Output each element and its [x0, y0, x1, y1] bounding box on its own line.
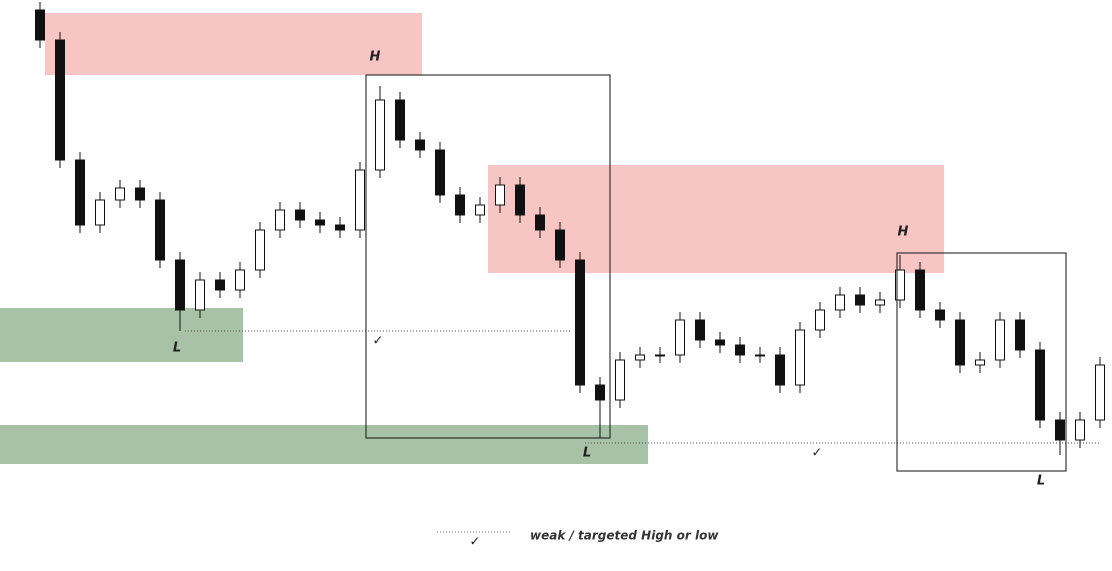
candle-body	[515, 184, 525, 216]
candle-body	[935, 309, 945, 321]
candle-body	[155, 199, 165, 261]
candle-body	[175, 259, 185, 311]
candle-body	[835, 294, 845, 311]
range-box	[365, 74, 611, 439]
candle-body	[815, 309, 825, 331]
candle-body	[435, 149, 445, 196]
candle-body	[635, 354, 645, 361]
annotation: L	[173, 341, 181, 356]
candle-body	[955, 319, 965, 366]
candle-body	[395, 99, 405, 141]
candle-body	[715, 339, 725, 346]
annotation: H	[370, 50, 381, 65]
candle-body	[735, 344, 745, 356]
candle-body	[135, 187, 145, 201]
annotations: H L L H L ✓ ✓	[173, 50, 1100, 489]
candle-body	[975, 359, 985, 366]
candle-body	[915, 269, 925, 311]
zone	[0, 308, 243, 362]
zones	[0, 13, 944, 464]
annotation: ✓	[812, 446, 823, 461]
candle-body	[75, 159, 85, 226]
candle-body	[655, 354, 665, 357]
candle-body	[295, 209, 305, 221]
legend-text: weak / targeted High or low	[530, 529, 719, 543]
range-box	[896, 252, 1067, 472]
candle-body	[575, 259, 585, 386]
candle-body	[755, 354, 765, 357]
candle-body	[275, 209, 285, 231]
candle-body	[595, 384, 605, 401]
candle-body	[995, 319, 1005, 361]
candle-body	[1075, 419, 1085, 441]
candle-body	[895, 269, 905, 301]
candle-body	[495, 184, 505, 206]
candle-body	[315, 219, 325, 226]
candle-body	[35, 9, 45, 41]
candle-body	[555, 229, 565, 261]
candle-body	[475, 204, 485, 216]
candle-body	[335, 224, 345, 231]
annotation: L	[1037, 474, 1045, 489]
candle-body	[375, 99, 385, 171]
candle-body	[115, 187, 125, 201]
candles	[35, 2, 1105, 455]
zone	[0, 425, 648, 464]
candle-body	[1095, 364, 1105, 421]
candle-body	[875, 299, 885, 306]
candle-body	[615, 359, 625, 401]
candle-body	[195, 279, 205, 311]
candle-body	[355, 169, 365, 231]
candle-body	[1035, 349, 1045, 421]
annotation: H	[898, 225, 909, 240]
legend-symbol: ✓	[470, 535, 481, 550]
zone	[45, 13, 422, 75]
candle-body	[535, 214, 545, 231]
annotation: ✓	[373, 334, 384, 349]
candle-body	[695, 319, 705, 341]
candle-body	[55, 39, 65, 161]
candle-body	[235, 269, 245, 291]
candle-body	[455, 194, 465, 216]
candle-body	[1015, 319, 1025, 351]
candle-body	[675, 319, 685, 356]
candle-body	[855, 294, 865, 306]
candle-body	[775, 354, 785, 386]
candle-body	[95, 199, 105, 226]
candle-body	[795, 329, 805, 386]
candle-body	[415, 139, 425, 151]
candle-body	[1055, 419, 1065, 441]
candle-body	[215, 279, 225, 291]
candle-body	[255, 229, 265, 271]
annotation: L	[583, 446, 591, 461]
